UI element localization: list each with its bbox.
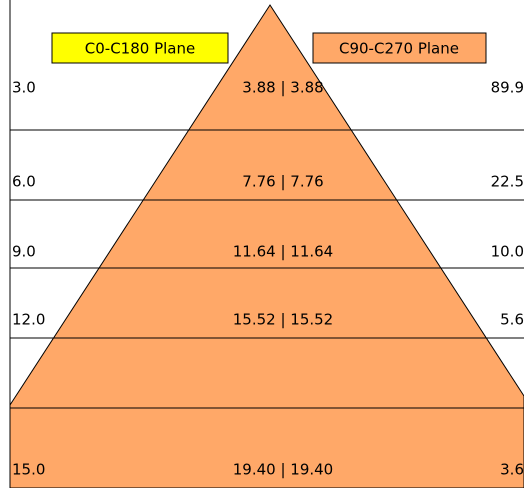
distance-label: 6.0 [12,173,36,191]
diameter-label: 11.64 | 11.64 [233,243,333,261]
legend-label: C0-C180 Plane [85,40,195,58]
illuminance-label: 22.5 [491,173,524,191]
legend-box [312,32,487,64]
legend-label: C90-C270 Plane [339,40,459,58]
rows: 3.0 3.88 | 3.88 89.9 6.0 7.76 | 7.76 22.5 9.0 1… [12,79,524,479]
illuminance-label: 5.6 [500,311,524,329]
legend-box [51,32,229,64]
illuminance-label: 10.0 [491,243,524,261]
diameter-label: 19.40 | 19.40 [233,461,333,479]
distance-label: 9.0 [12,243,36,261]
diameter-label: 7.76 | 7.76 [242,173,323,191]
distance-label: 3.0 [12,79,36,97]
diameter-label: 15.52 | 15.52 [233,311,333,329]
distance-label: 12.0 [12,311,45,329]
distance-label: 15.0 [12,461,45,479]
illuminance-label: 3.6 [500,461,524,479]
diameter-label: 3.88 | 3.88 [242,79,323,97]
illuminance-label: 89.9 [491,79,524,97]
